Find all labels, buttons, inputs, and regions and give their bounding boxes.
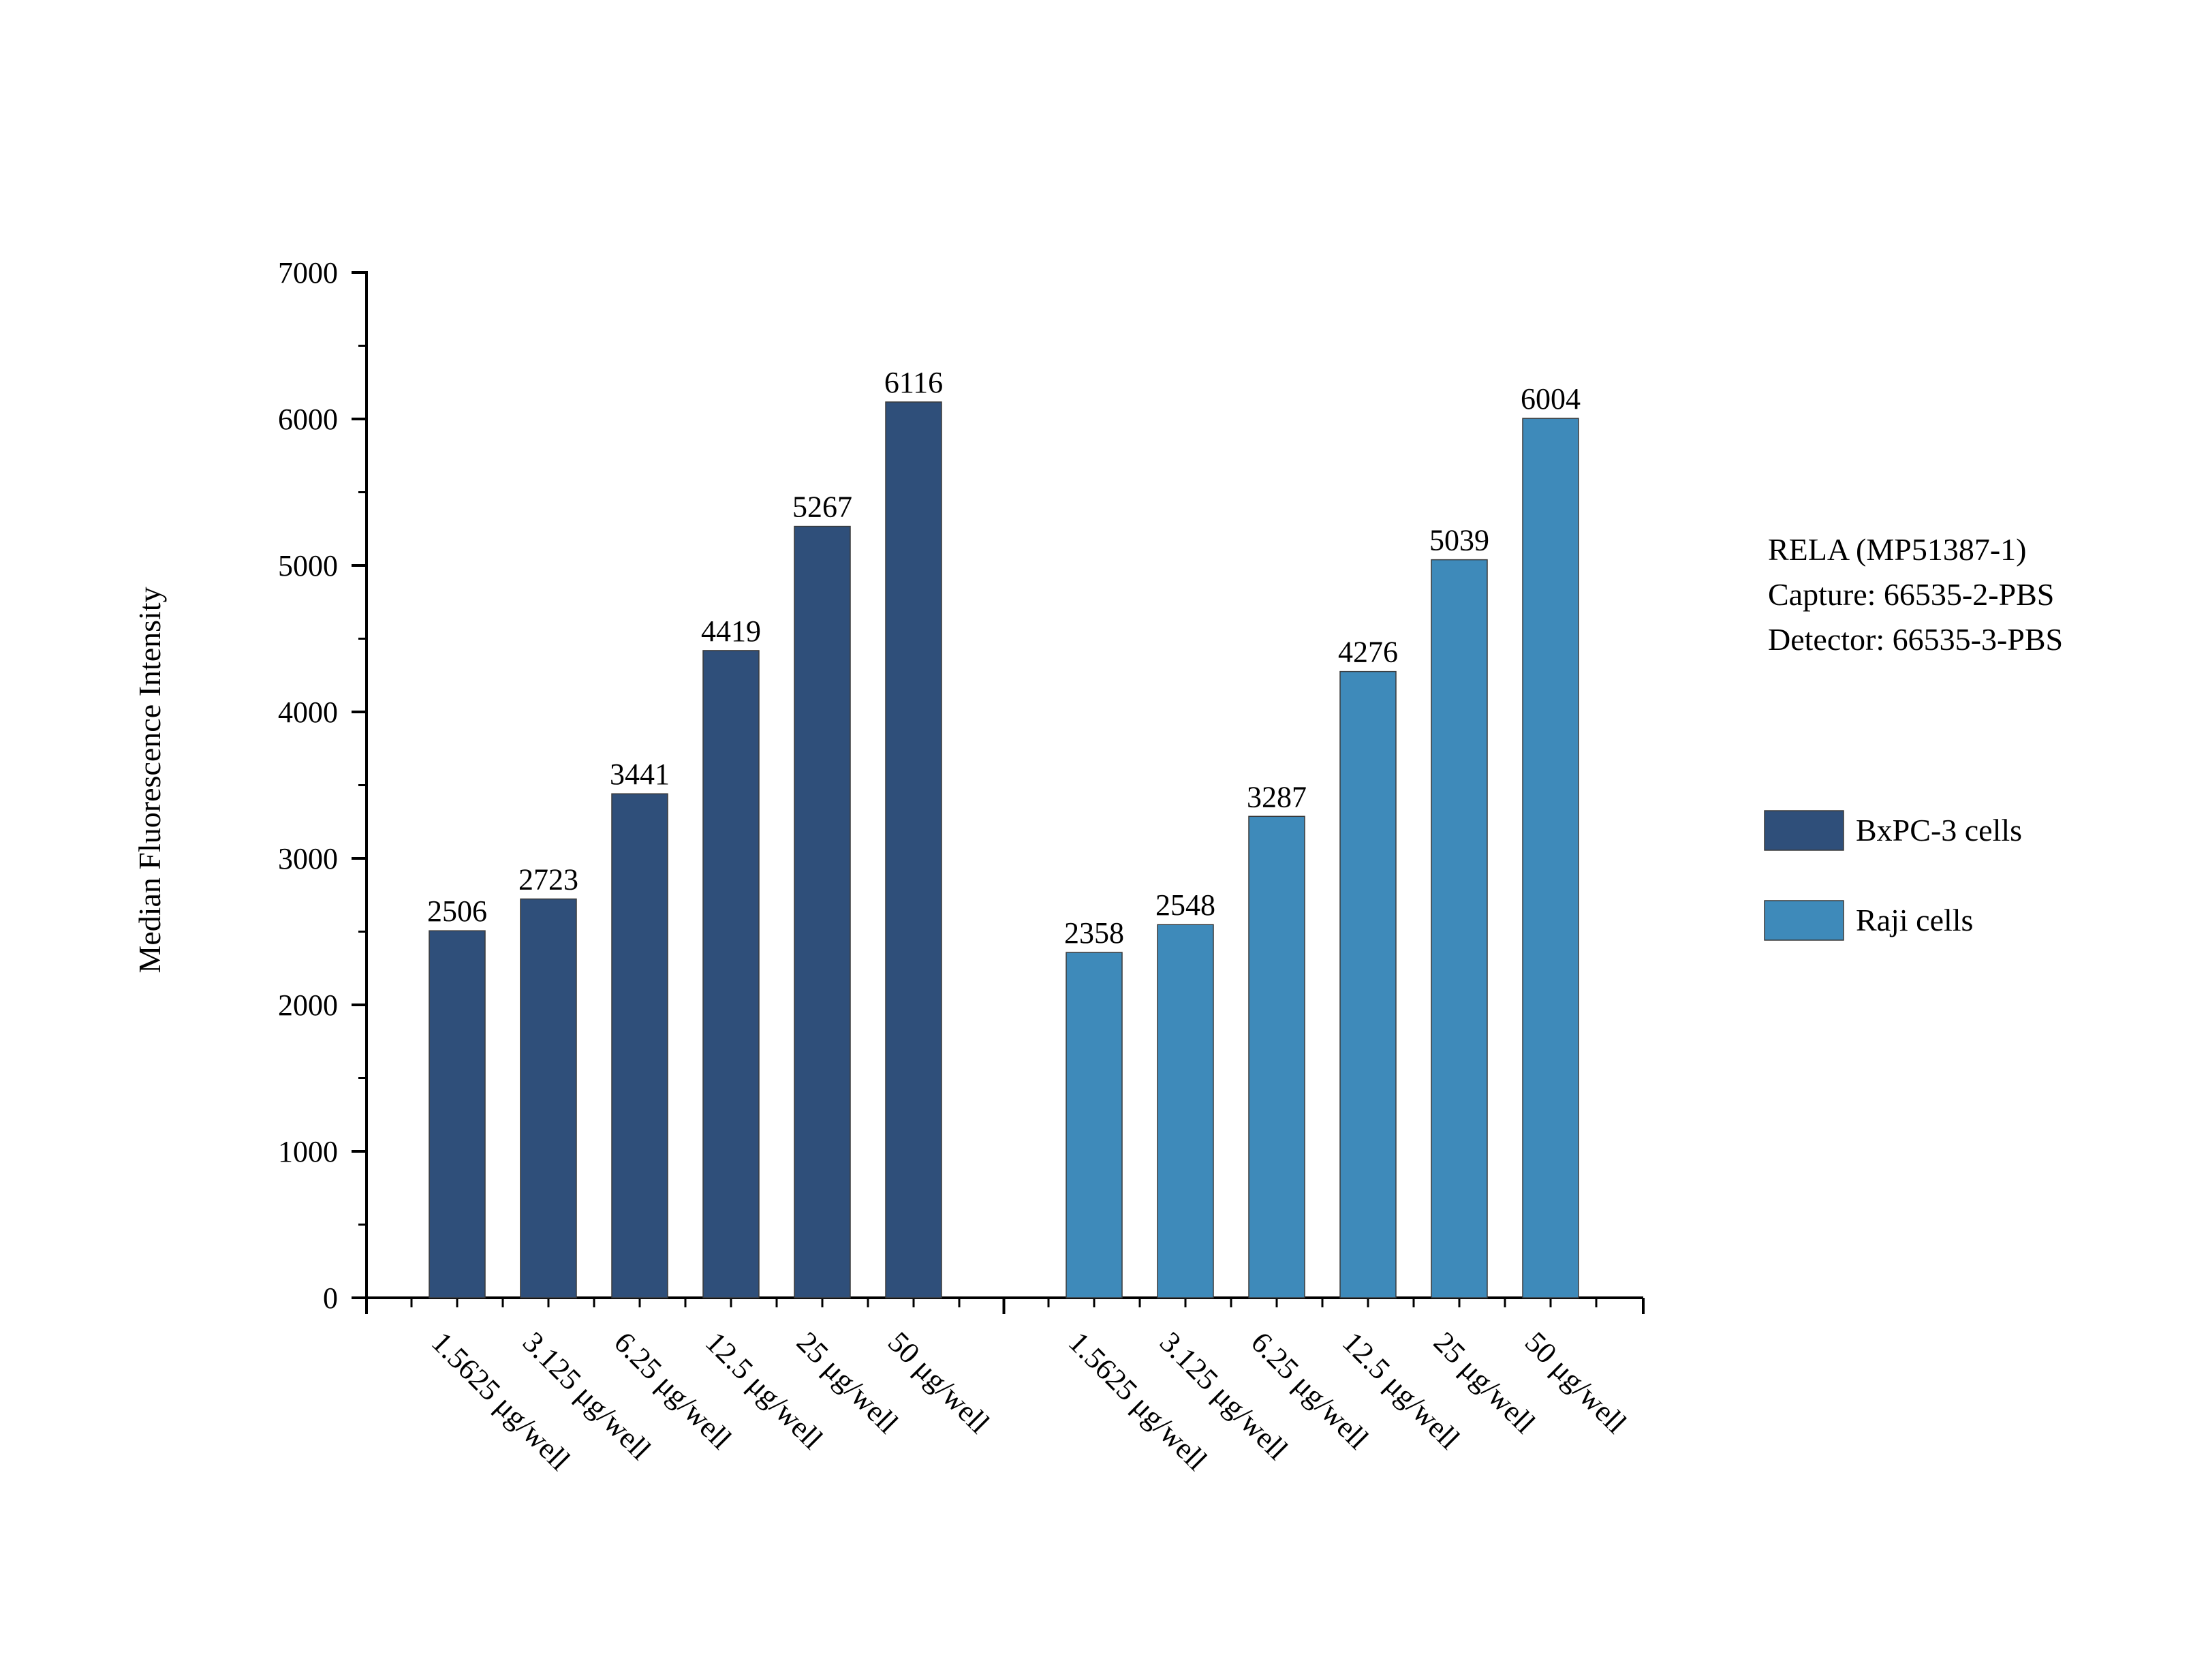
x-tick-label: 50 μg/well	[1519, 1325, 1633, 1440]
data-label: 2723	[518, 863, 578, 897]
bar	[520, 898, 577, 1298]
legend-label: Raji cells	[1856, 903, 1973, 937]
bars	[429, 401, 1579, 1298]
y-tick-label: 5000	[278, 549, 338, 582]
bar	[611, 793, 668, 1298]
annotation-block: RELA (MP51387-1) Capture: 66535-2-PBS Dete…	[1768, 532, 2063, 657]
annotation-line: RELA (MP51387-1)	[1768, 532, 2027, 567]
bar	[702, 650, 760, 1298]
data-label: 3287	[1247, 780, 1307, 813]
data-label: 6004	[1521, 382, 1581, 416]
axes: 0 1000 2000 3000 4000 5000 6000 7000	[278, 256, 1645, 1315]
data-label: 2358	[1064, 916, 1124, 950]
data-label: 5039	[1429, 524, 1489, 557]
bar	[885, 401, 942, 1298]
y-tick-label: 0	[323, 1281, 338, 1315]
annotation-line: Detector: 66535-3-PBS	[1768, 622, 2063, 657]
y-tick-label: 4000	[278, 696, 338, 729]
data-label: 4419	[701, 615, 761, 648]
y-tick-label: 3000	[278, 842, 338, 875]
bar	[1431, 559, 1488, 1298]
data-label: 5267	[792, 491, 852, 524]
legend-swatch	[1764, 810, 1844, 851]
data-label: 6116	[884, 366, 943, 399]
annotation-line: Capture: 66535-2-PBS	[1768, 577, 2054, 612]
y-axis-title: Median Fluorescence Intensity	[132, 587, 167, 973]
bar	[1248, 815, 1305, 1298]
data-label: 2506	[427, 895, 487, 928]
legend: BxPC-3 cells Raji cells	[1764, 810, 2022, 941]
data-label: 2548	[1155, 888, 1215, 922]
data-label: 3441	[610, 758, 670, 791]
bar	[1339, 670, 1397, 1298]
bar	[429, 930, 486, 1298]
legend-swatch	[1764, 900, 1844, 941]
data-label: 4276	[1338, 636, 1398, 669]
bar	[1066, 952, 1123, 1298]
y-tick-label: 7000	[278, 256, 338, 290]
x-tick-label: 50 μg/well	[882, 1325, 996, 1440]
bar	[1157, 924, 1214, 1298]
bar	[1522, 418, 1579, 1298]
y-tick-label: 6000	[278, 403, 338, 436]
bar	[794, 525, 851, 1298]
legend-label: BxPC-3 cells	[1856, 813, 2022, 847]
y-tick-label: 1000	[278, 1135, 338, 1168]
y-tick-label: 2000	[278, 989, 338, 1022]
